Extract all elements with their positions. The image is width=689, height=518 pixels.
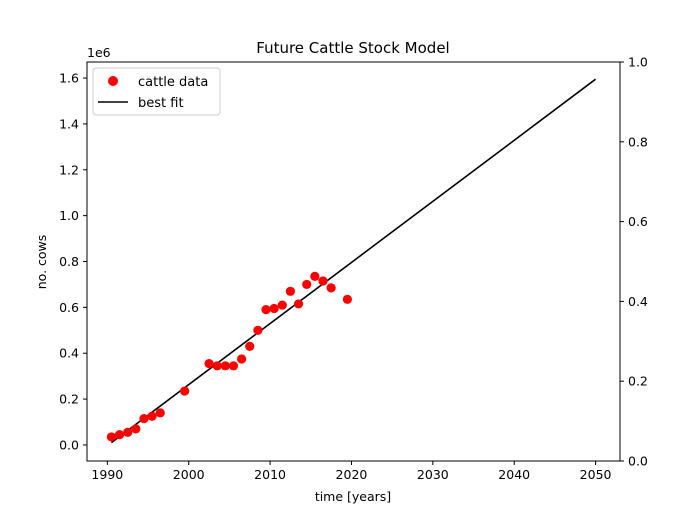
y2-tick-label: 0.6 — [628, 214, 648, 229]
y2-tick-label: 1.0 — [628, 55, 648, 70]
cattle-data-point — [253, 325, 263, 335]
cattle-data-point — [139, 413, 149, 424]
y-tick-label: 1.4 — [59, 116, 79, 131]
cattle-data-point — [114, 430, 125, 440]
legend: cattle data best fit — [92, 67, 221, 116]
cattle-data-point — [342, 294, 352, 304]
cattle-data-point — [204, 358, 214, 369]
chart-title: Future Cattle Stock Model — [256, 39, 449, 57]
cattle-data-point — [277, 300, 287, 310]
cattle-data-point — [212, 361, 222, 371]
cattle-data-point — [155, 408, 165, 418]
plot-area — [106, 78, 597, 444]
y-axis-label: no. cows — [34, 235, 49, 290]
cattle-data-point — [237, 354, 247, 364]
legend-box — [92, 67, 221, 116]
x-tick-label: 1990 — [91, 467, 123, 482]
x-axis: 1990 2000 2010 2020 2030 2040 2050 — [91, 461, 612, 482]
y2-tick-label: 0.2 — [628, 374, 648, 389]
x-tick-label: 2010 — [254, 467, 286, 482]
y-tick-label: 0.8 — [59, 254, 79, 269]
cattle-data-point — [245, 341, 255, 351]
y2-tick-label: 0.4 — [628, 294, 648, 309]
x-tick-label: 2050 — [580, 467, 612, 482]
x-tick-label: 2000 — [173, 467, 205, 482]
y2-axis: 0.0 0.2 0.4 0.6 0.8 1.0 — [620, 55, 648, 469]
cattle-data-point — [106, 432, 117, 442]
y-axis: 0.0 0.2 0.4 0.6 0.8 1.0 1.2 1.4 1.6 — [59, 71, 87, 452]
y-tick-label: 0.2 — [59, 392, 79, 407]
cattle-data-point — [326, 283, 336, 293]
cattle-data-point — [269, 303, 279, 314]
legend-label-best-fit: best fit — [138, 96, 184, 111]
cattle-data-point — [302, 279, 312, 290]
cattle-data-point — [285, 286, 296, 296]
y-tick-label: 0.4 — [59, 346, 79, 361]
y-tick-label: 1.2 — [59, 162, 79, 177]
y-tick-label: 1.6 — [59, 71, 79, 86]
y-offset-label: 1e6 — [87, 45, 111, 60]
y2-tick-label: 0.8 — [628, 134, 648, 149]
y-tick-label: 0.0 — [59, 437, 79, 452]
y2-tick-label: 0.0 — [628, 454, 648, 469]
x-tick-label: 2020 — [336, 467, 368, 482]
x-axis-label: time [years] — [315, 489, 391, 504]
cattle-data-point — [293, 299, 304, 309]
cattle-data-point — [318, 276, 328, 286]
x-tick-label: 2040 — [498, 467, 530, 482]
cattle-data-point — [123, 427, 133, 437]
cattle-data-point — [180, 386, 190, 396]
best-fit-line — [110, 78, 597, 444]
cattle-data-point — [310, 271, 320, 282]
cattle-data-point — [220, 361, 230, 371]
legend-marker-cattle-data — [108, 76, 118, 86]
cattle-data-point — [228, 361, 239, 371]
legend-label-cattle-data: cattle data — [138, 75, 208, 90]
cattle-data-point — [131, 424, 141, 434]
y-tick-label: 1.0 — [59, 208, 79, 223]
cattle-data-point — [147, 411, 157, 421]
x-tick-label: 2030 — [417, 467, 449, 482]
y-tick-label: 0.6 — [59, 300, 79, 315]
cattle-data-point — [261, 305, 271, 315]
